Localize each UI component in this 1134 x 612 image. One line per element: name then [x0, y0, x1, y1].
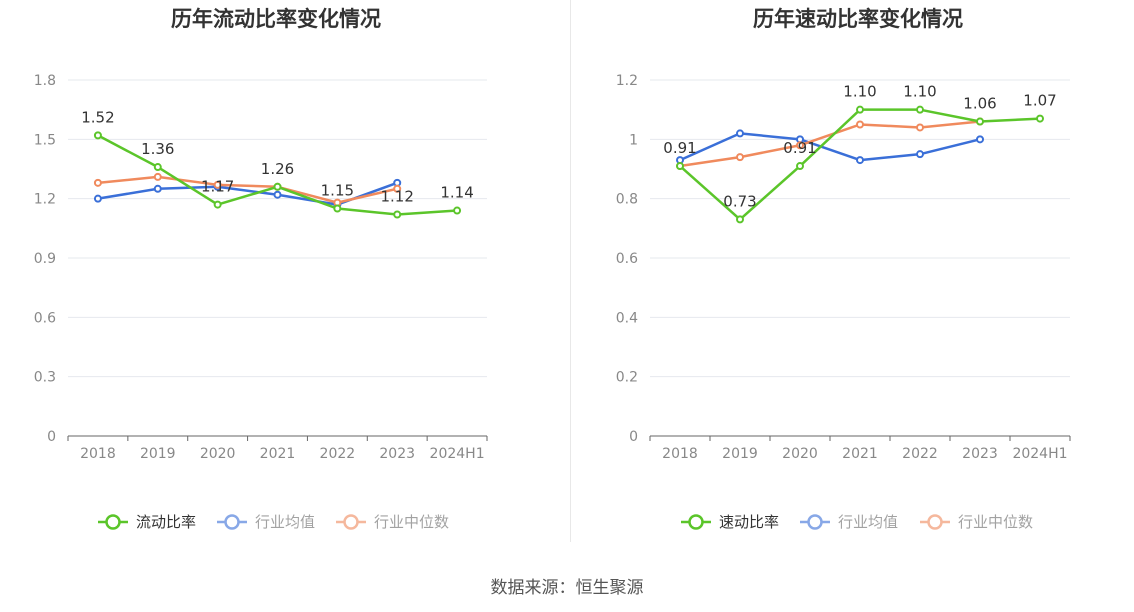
series-line [679, 132, 981, 162]
data-point[interactable] [796, 162, 804, 171]
series-line [97, 175, 398, 204]
data-point[interactable] [93, 131, 102, 140]
y-tick-label: 1.2 [616, 73, 638, 89]
legend-marker-icon [105, 514, 121, 530]
data-point[interactable] [676, 162, 684, 171]
x-tick-label: 2023 [962, 446, 998, 462]
data-point[interactable] [916, 105, 924, 114]
data-point[interactable] [153, 172, 162, 181]
data-point[interactable] [856, 105, 864, 114]
data-point[interactable] [453, 206, 462, 215]
data-label: 1.06 [963, 95, 996, 113]
data-label: 1.10 [843, 83, 876, 101]
legend-label: 行业均值 [838, 513, 898, 531]
y-tick-label: 0 [47, 429, 56, 445]
y-tick-label: 0.6 [34, 310, 56, 326]
data-label: 0.91 [663, 139, 696, 157]
data-point[interactable] [796, 141, 804, 150]
legend-item[interactable]: 行业中位数 [920, 513, 1033, 531]
data-label: 1.07 [1023, 92, 1056, 110]
legend-item[interactable]: 行业中位数 [336, 513, 449, 531]
data-label: 1.14 [440, 184, 473, 202]
data-label: 0.73 [723, 192, 756, 210]
x-tick-label: 2018 [80, 446, 116, 462]
data-label: 0.91 [783, 139, 816, 157]
x-tick-label: 2023 [379, 446, 415, 462]
y-tick-label: 1.2 [34, 192, 56, 208]
legend-label: 速动比率 [719, 513, 779, 531]
data-point[interactable] [976, 135, 984, 144]
data-point[interactable] [736, 215, 744, 224]
data-label: 1.52 [81, 108, 114, 126]
legend-label: 行业中位数 [958, 513, 1033, 531]
legend-item[interactable]: 流动比率 [98, 513, 196, 531]
data-point[interactable] [393, 210, 402, 219]
legend-label: 行业中位数 [374, 513, 449, 531]
data-point[interactable] [93, 178, 102, 187]
legend-label: 行业均值 [255, 513, 315, 531]
legend-marker-icon [224, 514, 240, 530]
data-source-note: 数据来源：恒生聚源 [490, 578, 644, 598]
data-point[interactable] [213, 180, 222, 189]
x-tick-label: 2021 [842, 446, 878, 462]
legend-marker-icon [807, 514, 823, 530]
data-point[interactable] [153, 184, 162, 193]
data-point[interactable] [856, 120, 864, 129]
x-tick-label: 2021 [260, 446, 296, 462]
legend-item[interactable]: 行业均值 [217, 513, 315, 531]
data-label: 1.36 [141, 140, 174, 158]
data-point[interactable] [736, 153, 744, 162]
data-label: 1.10 [903, 83, 936, 101]
y-tick-label: 0.3 [34, 370, 56, 386]
data-label: 1.17 [201, 178, 234, 196]
chart-1: 历年流动比率变化情况 0 0.3 0.6 0.9 1.2 1.5 1.8 2018 2019 202… [34, 7, 488, 531]
y-tick-label: 1.5 [34, 132, 56, 148]
x-tick-label: 2022 [902, 446, 938, 462]
x-tick-label: 2019 [722, 446, 758, 462]
x-tick-label: 2022 [320, 446, 356, 462]
data-point[interactable] [213, 200, 222, 209]
panel-divider [570, 0, 571, 542]
x-tick-label: 2024H1 [430, 446, 485, 462]
data-point[interactable] [916, 123, 924, 132]
chart-title: 历年速动比率变化情况 [753, 7, 963, 31]
data-label: 1.26 [261, 160, 294, 178]
legend-marker-icon [343, 514, 359, 530]
data-point[interactable] [93, 194, 102, 203]
legend-label: 流动比率 [136, 513, 196, 531]
data-point[interactable] [976, 117, 984, 126]
data-point[interactable] [273, 182, 282, 191]
legend-marker-icon [927, 514, 943, 530]
data-label: 1.15 [321, 182, 354, 200]
data-label: 1.12 [381, 187, 414, 205]
y-tick-label: 1.8 [34, 73, 56, 89]
data-point[interactable] [916, 150, 924, 159]
y-tick-label: 0 [629, 429, 638, 445]
data-point[interactable] [736, 129, 744, 138]
x-tick-label: 2024H1 [1012, 446, 1067, 462]
y-tick-label: 0.2 [616, 370, 638, 386]
y-tick-label: 0.8 [616, 192, 638, 208]
legend-item[interactable]: 行业均值 [800, 513, 898, 531]
y-tick-label: 0.4 [616, 310, 638, 326]
legend-item[interactable]: 速动比率 [681, 513, 779, 531]
y-tick-label: 0.9 [34, 251, 56, 267]
data-point[interactable] [856, 156, 864, 165]
legend-marker-icon [688, 514, 704, 530]
data-point[interactable] [333, 204, 342, 213]
x-tick-label: 2018 [662, 446, 698, 462]
data-point[interactable] [153, 163, 162, 172]
y-tick-label: 0.6 [616, 251, 638, 267]
x-tick-label: 2020 [200, 446, 236, 462]
series-line [679, 120, 981, 168]
chart-2: 历年速动比率变化情况 0 0.2 0.4 0.6 0.8 1 1.2 2018 2019 2020 2… [616, 7, 1071, 531]
x-tick-label: 2020 [782, 446, 818, 462]
y-tick-label: 1 [629, 132, 638, 148]
data-point[interactable] [1036, 114, 1044, 123]
data-point[interactable] [273, 190, 282, 199]
chart-title: 历年流动比率变化情况 [171, 7, 381, 31]
x-tick-label: 2019 [140, 446, 176, 462]
data-point[interactable] [393, 184, 402, 193]
